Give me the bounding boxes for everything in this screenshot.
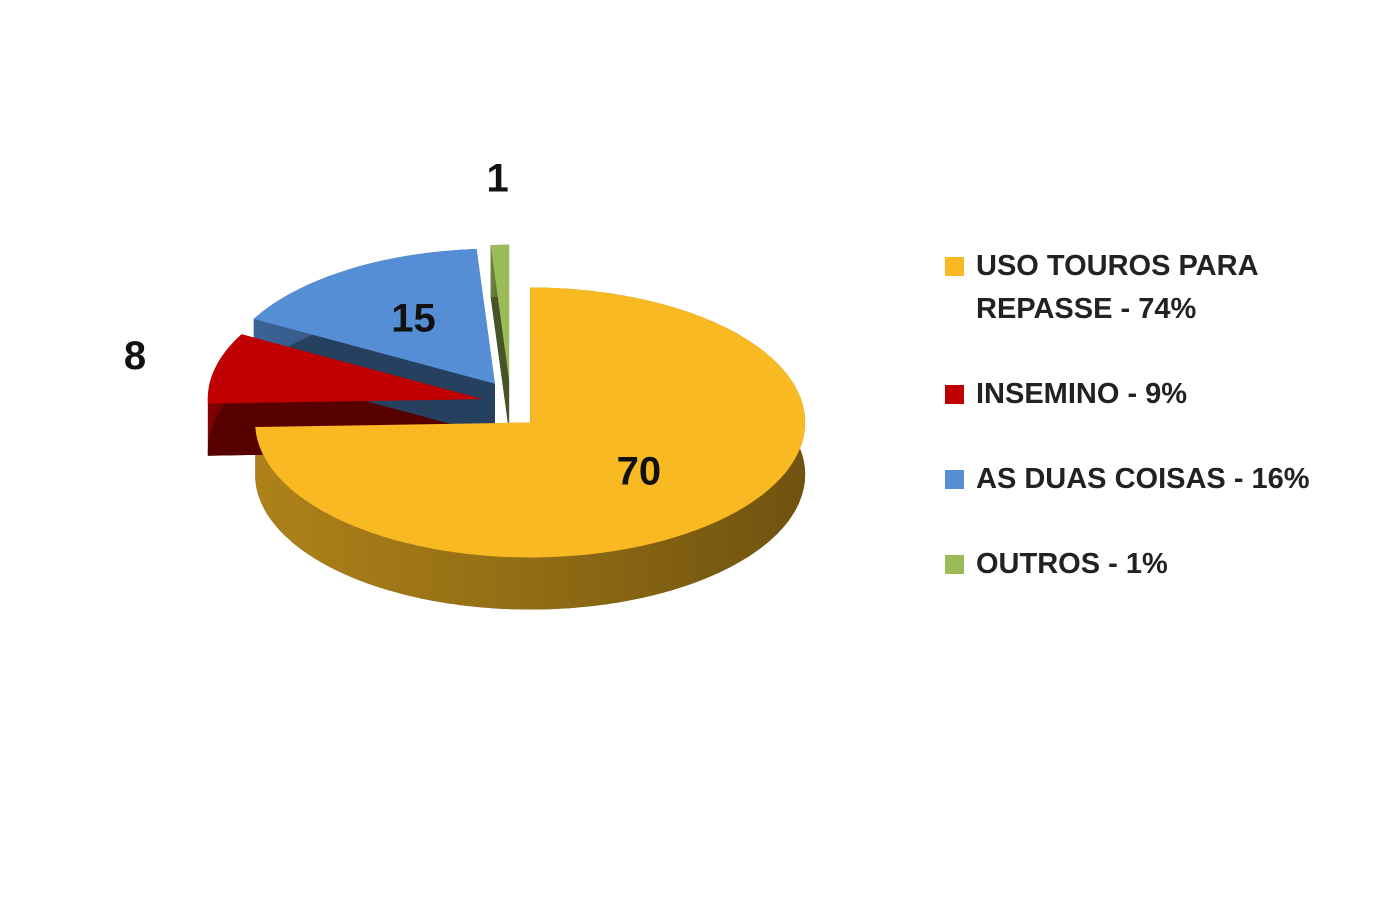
- legend-label: OUTROS - 1%: [976, 548, 1168, 580]
- legend-swatch: [945, 470, 964, 489]
- legend-swatch: [945, 257, 964, 276]
- legend-swatch: [945, 555, 964, 574]
- slice: [255, 287, 806, 558]
- slice: [207, 334, 483, 404]
- legend-label: INSEMINO - 9%: [976, 378, 1188, 410]
- legend-item: USO TOUROS PARA REPASSE - 74%: [945, 245, 1315, 331]
- legend-label: USO TOUROS PARA REPASSE - 74%: [976, 250, 1258, 325]
- legend-item: INSEMINO - 9%: [945, 373, 1315, 416]
- legend: USO TOUROS PARA REPASSE - 74% INSEMINO - …: [945, 245, 1315, 628]
- legend-item: OUTROS - 1%: [945, 543, 1315, 586]
- legend-item: AS DUAS COISAS - 16%: [945, 458, 1315, 501]
- value-label: 70: [617, 450, 662, 494]
- slice: [490, 244, 510, 380]
- value-label: 15: [391, 297, 436, 341]
- value-label: 8: [124, 334, 146, 378]
- legend-swatch: [945, 385, 964, 404]
- slice: [253, 249, 495, 384]
- legend-label: AS DUAS COISAS - 16%: [976, 463, 1310, 495]
- value-label: 1: [486, 157, 508, 201]
